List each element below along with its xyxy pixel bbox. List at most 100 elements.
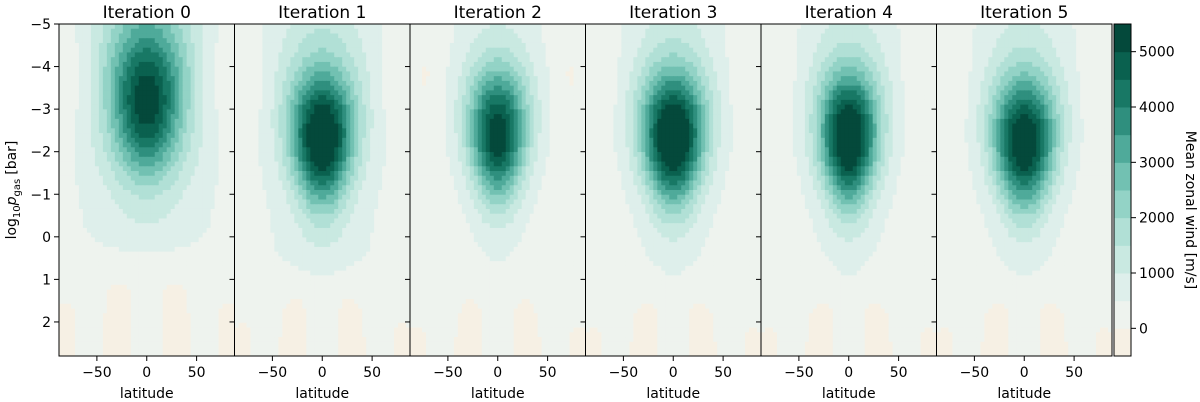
heatmap-cell [374,95,379,101]
heatmap-cell [70,123,76,129]
heatmap-cell [134,161,140,167]
heatmap-cell [130,322,136,329]
heatmap-cell [62,47,68,54]
heatmap-cell [170,237,176,243]
heatmap-cell [406,147,410,153]
heatmap-cell [382,223,387,229]
heatmap-cell [102,147,108,153]
heatmap-cell [150,24,156,30]
heatmap-cell [110,223,116,229]
heatmap-cell [254,175,260,182]
heatmap-cell [70,194,76,201]
heatmap-cell [318,147,323,153]
heatmap-cell [74,289,80,295]
heatmap-cell [210,341,216,348]
heatmap-cell [402,204,407,210]
heatmap-cell [306,161,311,167]
heatmap-cell [66,246,72,253]
heatmap-cell [146,284,152,291]
heatmap-cell [390,204,395,210]
heatmap-cell [218,180,224,186]
heatmap-cell [222,327,228,333]
heatmap-cell [194,303,200,310]
heatmap-cell [142,128,148,134]
heatmap-cell [154,80,160,87]
heatmap-cell [174,133,180,139]
heatmap-cell [394,223,399,229]
heatmap-cell [358,123,363,129]
heatmap-cell [146,142,152,148]
heatmap-cell [318,71,323,77]
heatmap-cell [126,142,132,148]
heatmap-cell [334,156,339,163]
heatmap-cell [126,213,132,220]
heatmap-cell [98,322,104,329]
heatmap-cell [62,95,68,101]
heatmap-cell [182,337,188,343]
heatmap-cell [218,95,224,101]
heatmap-cell [170,147,176,153]
heatmap-cell [86,66,92,73]
heatmap-cell [234,42,240,49]
heatmap-cell [122,261,128,267]
heatmap-cell [59,156,64,163]
heatmap-cell [322,180,327,186]
heatmap-cell [210,194,216,201]
heatmap-cell [210,337,216,343]
heatmap-cell [162,246,168,253]
heatmap-cell [114,104,120,110]
heatmap-cell [62,118,68,125]
heatmap-cell [110,341,116,348]
heatmap-cell [250,52,256,58]
heatmap-cell [402,104,407,110]
heatmap-cell [350,199,355,205]
heatmap-cell [110,313,116,319]
heatmap-cell [242,204,248,210]
heatmap-cell [250,47,256,54]
heatmap-cell [110,85,116,91]
heatmap-cell [206,208,212,215]
heatmap-cell [126,95,132,101]
heatmap-cell [230,71,235,77]
heatmap-cell [178,332,184,338]
heatmap-cell [74,57,80,63]
heatmap-cell [174,166,180,172]
heatmap-cell [214,246,220,253]
heatmap-cell [330,57,335,63]
heatmap-cell [266,66,271,73]
heatmap-cell [206,284,212,291]
heatmap-cell [86,161,92,167]
heatmap-cell [206,265,212,272]
heatmap-cell [158,175,164,182]
heatmap-cell [82,80,88,87]
heatmap-cell [182,270,188,276]
heatmap-cell [74,90,80,96]
heatmap-cell [226,265,232,272]
heatmap-cell [214,227,220,234]
heatmap-cell [154,275,160,281]
heatmap-cell [142,242,148,248]
heatmap-cell [374,128,379,134]
heatmap-cell [374,118,379,125]
heatmap-cell [134,308,140,314]
heatmap-cell [306,66,311,73]
heatmap-cell [106,351,112,356]
heatmap-cell [122,346,128,352]
heatmap-cell [346,57,351,63]
heatmap-cell [230,237,235,243]
heatmap-cell [338,156,343,163]
heatmap-cell [382,118,387,125]
heatmap-cell [362,161,367,167]
heatmap-cell [86,204,92,210]
heatmap-cell [310,133,315,139]
heatmap-cell [102,227,108,234]
heatmap-cell [59,299,64,305]
heatmap-cell [142,294,148,300]
heatmap-cell [194,284,200,291]
heatmap-cell [198,33,204,39]
heatmap-cell [182,322,188,329]
heatmap-cell [370,52,375,58]
heatmap-cell [198,294,204,300]
heatmap-cell [318,52,323,58]
heatmap-cell [98,147,104,153]
